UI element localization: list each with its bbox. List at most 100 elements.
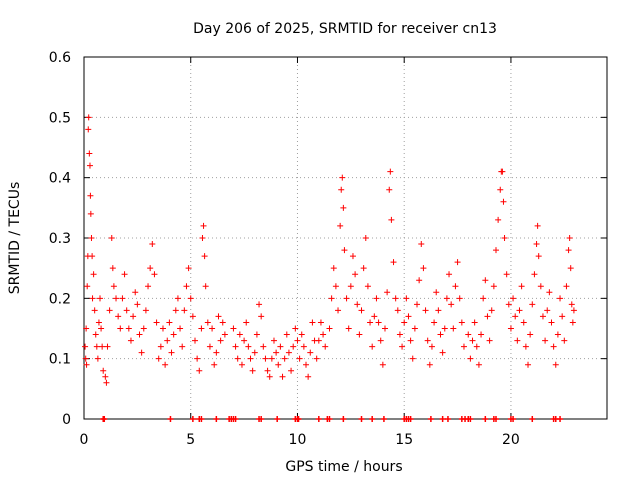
data-point [119, 295, 126, 302]
data-point [198, 325, 205, 332]
data-point [249, 367, 256, 374]
data-point [159, 325, 166, 332]
y-tick-label: 0.1 [49, 352, 71, 368]
data-point [356, 331, 363, 338]
data-point [520, 319, 527, 326]
data-point [433, 289, 440, 296]
x-tick-label: 10 [289, 432, 307, 448]
data-point [568, 301, 575, 308]
data-point [396, 331, 403, 338]
data-point [98, 325, 105, 332]
data-point [343, 295, 350, 302]
x-tick-label: 15 [395, 432, 413, 448]
data-point [566, 235, 573, 241]
data-point [500, 198, 507, 205]
data-point [307, 349, 314, 356]
data-point-zero [529, 416, 536, 422]
data-point [102, 373, 109, 380]
data-point [418, 241, 425, 248]
data-point [268, 355, 275, 362]
data-point [424, 337, 431, 344]
data-point [512, 313, 519, 320]
data-point [136, 331, 143, 338]
data-point [149, 241, 156, 248]
data-point [209, 325, 216, 332]
x-tick-label: 20 [502, 432, 520, 448]
data-point [273, 349, 280, 356]
data-point [201, 253, 208, 260]
data-point [501, 235, 508, 241]
y-tick-label: 0.6 [49, 50, 71, 66]
data-point [172, 307, 179, 314]
data-point [377, 337, 384, 344]
data-point [236, 331, 243, 338]
data-point [335, 307, 342, 314]
data-point [497, 186, 504, 193]
data-point [534, 222, 541, 229]
data-point [478, 331, 485, 338]
data-point [340, 204, 347, 211]
data-point [394, 307, 401, 314]
data-point [388, 216, 395, 223]
data-point [557, 295, 564, 302]
data-point [200, 222, 207, 229]
data-point [480, 295, 487, 302]
data-point [275, 361, 282, 368]
data-point [399, 343, 406, 350]
data-point [339, 174, 346, 181]
data-point [499, 168, 506, 175]
data-point [305, 373, 312, 380]
data-point [140, 325, 147, 332]
data-point [563, 283, 570, 290]
data-point [266, 373, 273, 380]
data-point [535, 253, 542, 260]
data-point [347, 283, 354, 290]
data-point [527, 331, 534, 338]
data-point [537, 283, 544, 290]
data-point [313, 355, 320, 362]
data-point-zero [444, 416, 451, 422]
data-point [90, 271, 97, 278]
data-point [151, 271, 158, 278]
data-point [183, 283, 190, 290]
data-point [106, 307, 113, 314]
data-point [381, 325, 388, 332]
data-point-zero [274, 416, 281, 422]
data-point [127, 337, 134, 344]
data-point [387, 168, 394, 175]
data-point [296, 355, 303, 362]
data-point [467, 355, 474, 362]
data-point [132, 289, 139, 296]
data-point [495, 216, 502, 223]
data-point [123, 307, 130, 314]
data-point [245, 343, 252, 350]
data-point [164, 337, 171, 344]
data-point [531, 271, 538, 278]
data-point [505, 301, 512, 308]
data-point [232, 343, 239, 350]
data-point [550, 343, 557, 350]
data-point [414, 301, 421, 308]
data-point [326, 325, 333, 332]
data-point [192, 337, 199, 344]
data-point [529, 301, 536, 308]
data-point [187, 295, 194, 302]
data-point [490, 283, 497, 290]
data-point-zero [315, 416, 322, 422]
data-point-zero [439, 416, 446, 422]
data-point [153, 319, 160, 326]
data-point [288, 367, 295, 374]
data-point [94, 355, 101, 362]
data-point [264, 367, 271, 374]
data-point [525, 361, 532, 368]
data-point [95, 319, 102, 326]
x-axis-label: GPS time / hours [285, 459, 402, 475]
data-point [514, 337, 521, 344]
data-point [488, 307, 495, 314]
data-point [108, 235, 115, 241]
data-point [170, 331, 177, 338]
data-point [373, 295, 380, 302]
data-point [473, 343, 480, 350]
data-point [441, 325, 448, 332]
data-point [88, 235, 95, 241]
